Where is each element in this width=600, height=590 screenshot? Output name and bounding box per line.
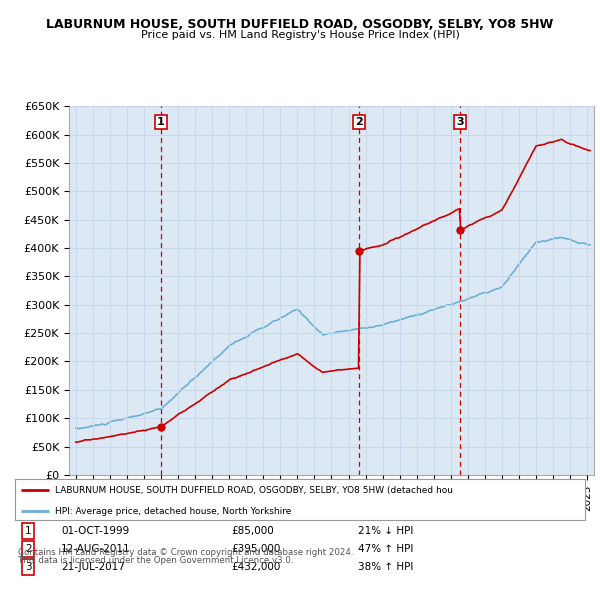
Text: Price paid vs. HM Land Registry's House Price Index (HPI): Price paid vs. HM Land Registry's House … [140, 30, 460, 40]
Text: 38% ↑ HPI: 38% ↑ HPI [358, 562, 413, 572]
Text: 21% ↓ HPI: 21% ↓ HPI [358, 526, 413, 536]
Text: LABURNUM HOUSE, SOUTH DUFFIELD ROAD, OSGODBY, SELBY, YO8 5HW (detached hou: LABURNUM HOUSE, SOUTH DUFFIELD ROAD, OSG… [55, 486, 453, 495]
Text: HPI: Average price, detached house, North Yorkshire: HPI: Average price, detached house, Nort… [55, 507, 292, 516]
Text: 21-JUL-2017: 21-JUL-2017 [61, 562, 125, 572]
Text: £432,000: £432,000 [231, 562, 280, 572]
Text: 3: 3 [25, 562, 31, 572]
Text: Contains HM Land Registry data © Crown copyright and database right 2024.: Contains HM Land Registry data © Crown c… [18, 548, 353, 556]
Text: 1: 1 [25, 526, 31, 536]
Text: 01-OCT-1999: 01-OCT-1999 [61, 526, 129, 536]
FancyBboxPatch shape [15, 479, 585, 520]
Text: 3: 3 [456, 117, 464, 127]
Text: 12-AUG-2011: 12-AUG-2011 [61, 544, 131, 554]
Text: £395,000: £395,000 [231, 544, 280, 554]
Text: LABURNUM HOUSE, SOUTH DUFFIELD ROAD, OSGODBY, SELBY, YO8 5HW: LABURNUM HOUSE, SOUTH DUFFIELD ROAD, OSG… [46, 18, 554, 31]
Text: 1: 1 [157, 117, 165, 127]
Text: 47% ↑ HPI: 47% ↑ HPI [358, 544, 413, 554]
Text: £85,000: £85,000 [231, 526, 274, 536]
Text: 2: 2 [355, 117, 363, 127]
Text: 2: 2 [25, 544, 31, 554]
Text: This data is licensed under the Open Government Licence v3.0.: This data is licensed under the Open Gov… [18, 556, 293, 565]
